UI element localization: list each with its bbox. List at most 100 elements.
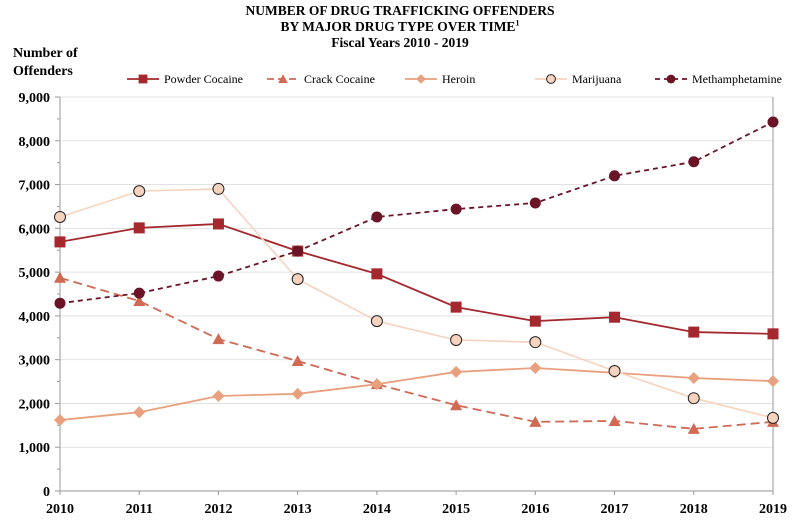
legend-label-heroin: Heroin [442, 72, 475, 86]
data-point-marijuana [370, 315, 383, 328]
y-tick-label: 2,000 [19, 397, 51, 412]
x-tick-labels: 2010 2011 2012 2013 2014 2015 2016 2017 2018 2019 [46, 502, 787, 517]
series-line-heroin [59, 367, 774, 421]
data-point-methamphetamine [371, 211, 383, 223]
chart-subtitle: Fiscal Years 2010 - 2019 [331, 35, 469, 50]
y-tick-labels: 0 1,000 2,000 3,000 4,000 5,000 6,000 7,000 8,00… [19, 91, 51, 500]
data-point-powder-cocaine [133, 222, 145, 234]
series-line-powder-cocaine [59, 223, 774, 335]
x-tick-label: 2019 [759, 502, 787, 517]
data-point-powder-cocaine [688, 326, 700, 338]
y-axis-label-line-2: Offenders [13, 64, 73, 79]
data-point-methamphetamine [529, 197, 541, 209]
y-tick-label: 1,000 [19, 441, 51, 456]
data-point-crack-cocaine [212, 333, 225, 345]
axes [55, 96, 774, 495]
y-tick-label: 3,000 [19, 354, 51, 369]
data-point-crack-cocaine [133, 295, 146, 307]
legend-marker-marijuana [546, 74, 556, 84]
legend-item-methamphetamine: Methamphetamine [655, 72, 782, 86]
legend-label-crack-cocaine: Crack Cocaine [304, 72, 375, 86]
x-tick-label: 2015 [442, 502, 470, 517]
data-point-crack-cocaine [291, 354, 304, 366]
chart-title: NUMBER OF DRUG TRAFFICKING OFFENDERS BY … [0, 3, 800, 51]
y-tick-label: 6,000 [19, 222, 51, 237]
y-tick-label: 8,000 [19, 135, 51, 150]
title-line-1: NUMBER OF DRUG TRAFFICKING OFFENDERS [245, 3, 555, 18]
data-point-heroin [54, 414, 66, 427]
data-point-marijuana [54, 210, 66, 223]
data-point-crack-cocaine [687, 422, 700, 434]
data-point-methamphetamine [54, 297, 66, 309]
gridlines [60, 96, 773, 448]
data-point-heroin [529, 361, 542, 374]
legend-item-heroin: Heroin [405, 72, 475, 86]
legend-label-marijuana: Marijuana [572, 72, 622, 86]
legend-marker-crack-cocaine [278, 74, 288, 83]
series-line-methamphetamine [59, 121, 774, 305]
y-tick-label: 0 [43, 485, 50, 500]
data-point-marijuana [687, 392, 700, 405]
data-point-crack-cocaine [54, 271, 66, 283]
data-point-crack-cocaine [450, 399, 463, 411]
legend-label-powder-cocaine: Powder Cocaine [164, 72, 243, 86]
data-point-methamphetamine [212, 270, 224, 282]
data-point-heroin [687, 372, 700, 385]
data-point-powder-cocaine [450, 301, 462, 313]
data-point-methamphetamine [450, 203, 462, 215]
data-point-powder-cocaine [609, 311, 621, 323]
data-point-crack-cocaine [608, 414, 621, 426]
legend-label-methamphetamine: Methamphetamine [692, 72, 782, 86]
data-point-marijuana [291, 273, 304, 286]
data-point-marijuana [450, 333, 463, 346]
y-tick-label: 5,000 [19, 266, 51, 281]
data-point-marijuana [608, 365, 621, 378]
legend-marker-heroin [416, 74, 426, 84]
y-axis-label-line-1: Number of [13, 46, 78, 61]
data-point-heroin [767, 375, 779, 388]
data-point-powder-cocaine [54, 236, 66, 248]
data-point-powder-cocaine [212, 218, 224, 230]
legend-marker-powder-cocaine [138, 74, 148, 84]
data-point-heroin [370, 378, 383, 391]
series-marijuana [54, 182, 779, 424]
data-point-methamphetamine [292, 245, 304, 257]
y-tick-label: 9,000 [19, 91, 51, 106]
y-tick-label: 4,000 [19, 310, 51, 325]
data-point-powder-cocaine [371, 268, 383, 280]
series-crack-cocaine [54, 271, 779, 434]
series-heroin [54, 361, 779, 427]
x-tick-label: 2016 [521, 502, 549, 517]
data-point-marijuana [767, 411, 779, 424]
legend-item-marijuana: Marijuana [535, 72, 622, 86]
x-tick-label: 2012 [204, 502, 232, 517]
data-point-heroin [212, 390, 225, 403]
data-point-crack-cocaine [529, 415, 542, 427]
data-point-heroin [450, 365, 463, 378]
x-tick-label: 2017 [601, 502, 629, 517]
legend-item-crack-cocaine: Crack Cocaine [267, 72, 375, 86]
x-tick-label: 2011 [126, 502, 153, 517]
series-lines [54, 116, 779, 434]
series-methamphetamine [54, 116, 779, 309]
title-line-2: BY MAJOR DRUG TYPE OVER TIME1 [0, 19, 800, 35]
data-point-marijuana [133, 185, 146, 198]
data-point-methamphetamine [133, 287, 145, 299]
legend: Powder Cocaine Crack Cocaine Heroin Marijua… [127, 72, 782, 86]
data-point-powder-cocaine [529, 315, 541, 327]
legend-item-powder-cocaine: Powder Cocaine [127, 72, 243, 86]
data-point-heroin [133, 406, 146, 419]
data-point-marijuana [212, 182, 225, 195]
data-point-methamphetamine [688, 156, 700, 168]
x-tick-label: 2010 [46, 502, 74, 517]
data-point-powder-cocaine [767, 328, 779, 340]
legend-marker-methamphetamine [666, 74, 676, 84]
y-tick-label: 7,000 [19, 179, 51, 194]
x-tick-label: 2018 [680, 502, 708, 517]
data-point-methamphetamine [767, 116, 779, 128]
x-tick-label: 2014 [363, 502, 391, 517]
series-line-crack-cocaine [59, 276, 774, 430]
data-point-methamphetamine [609, 170, 621, 182]
data-point-marijuana [529, 336, 542, 349]
